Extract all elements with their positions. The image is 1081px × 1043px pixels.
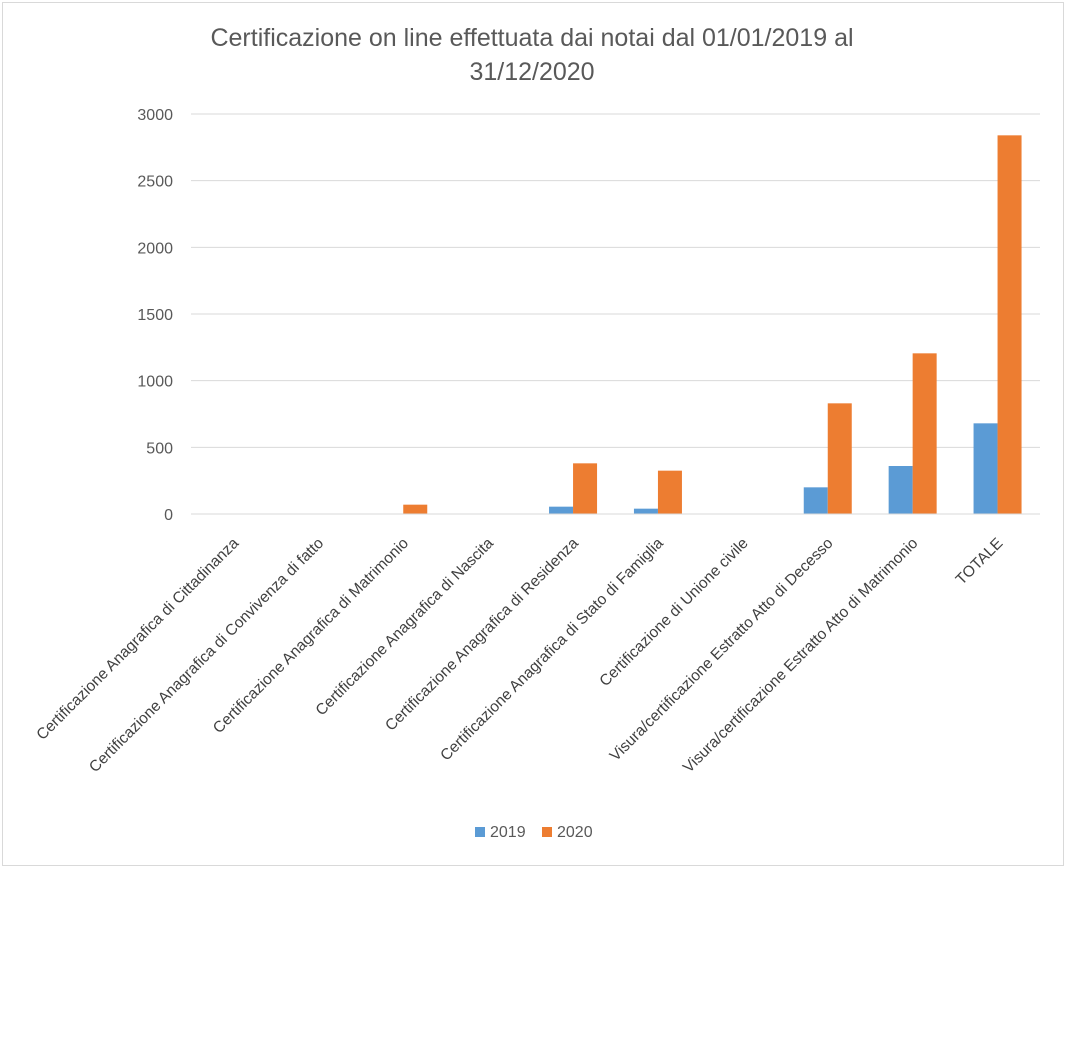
y-axis-ticks: 0 500 1000 1500 2000 2500 3000: [137, 107, 173, 524]
bars: [403, 135, 1022, 515]
bar-2020: [912, 353, 937, 514]
legend-label-2020: 2020: [557, 824, 593, 841]
bar-2019: [633, 508, 658, 514]
bar-chart: Certificazione on line effettuata dai no…: [33, 24, 1040, 841]
y-tick-label: 0: [164, 507, 173, 524]
y-tick-label: 1000: [137, 374, 173, 391]
x-category-label: Certificazione Anagrafica di Matrimonio: [210, 535, 412, 737]
x-category-label: Certificazione Anagrafica di Nascita: [313, 535, 498, 720]
bar-2019: [888, 466, 913, 514]
bar-2019: [973, 423, 998, 514]
x-category-label: Certificazione di Unione civile: [596, 535, 751, 690]
bar-2020: [997, 135, 1022, 515]
y-tick-label: 1500: [137, 307, 173, 324]
y-tick-label: 2000: [137, 240, 173, 257]
bar-2019: [803, 487, 828, 514]
legend: 2019 2020: [475, 824, 593, 841]
legend-swatch-2019: [475, 827, 485, 837]
bar-2020: [573, 463, 598, 514]
x-axis-categories: Certificazione Anagrafica di Cittadinanz…: [33, 535, 1006, 777]
chart-title-line-2: 31/12/2020: [469, 58, 594, 86]
chart-area: Certificazione on line effettuata dai no…: [2, 2, 1064, 866]
y-tick-label: 500: [146, 440, 173, 457]
x-category-label: Certificazione Anagrafica di Residenza: [382, 535, 582, 735]
y-tick-label: 2500: [137, 174, 173, 191]
bar-2019: [549, 506, 574, 514]
bar-2020: [403, 504, 428, 514]
x-category-label: TOTALE: [953, 535, 1007, 589]
bar-2020: [657, 470, 682, 514]
chart-title-line-1: Certificazione on line effettuata dai no…: [210, 24, 853, 52]
legend-swatch-2020: [542, 827, 552, 837]
legend-label-2019: 2019: [490, 824, 526, 841]
bar-2020: [827, 403, 852, 514]
gridlines: [191, 113, 1040, 448]
y-tick-label: 3000: [137, 107, 173, 124]
